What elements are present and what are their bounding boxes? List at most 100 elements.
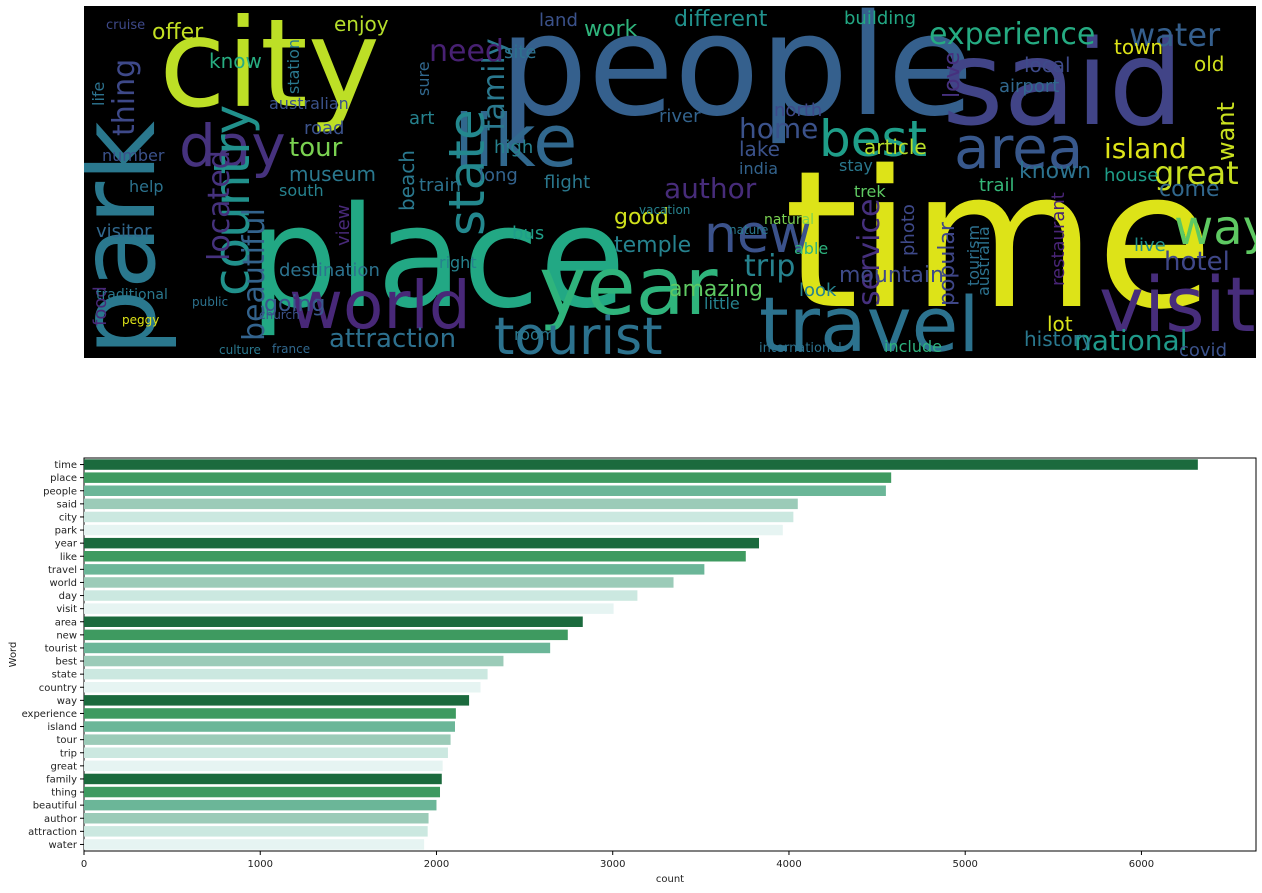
cloud-word-train: train (419, 175, 461, 196)
cloud-word-different: different (674, 7, 768, 32)
y-tick-label-like: like (60, 552, 77, 563)
cloud-word-number: number (102, 146, 165, 165)
cloud-word-trek: trek (854, 182, 886, 201)
cloud-word-way: way (1174, 200, 1256, 256)
cloud-word-visit: visit (1099, 260, 1256, 349)
y-tick-label-tour: tour (57, 735, 78, 746)
y-tick-label-travel: travel (48, 565, 77, 576)
cloud-word-article: article (864, 135, 927, 159)
y-tick-label-area: area (55, 617, 77, 628)
x-tick-label: 3000 (600, 859, 625, 870)
bar-beautiful (84, 799, 437, 811)
cloud-word-airport: airport (999, 76, 1059, 97)
x-tick-label: 0 (81, 859, 87, 870)
cloud-word-able: able (794, 239, 828, 258)
cloud-word-national: national (1074, 324, 1187, 357)
cloud-word-know: know (209, 49, 262, 73)
bar-best (84, 655, 504, 667)
y-tick-label-day: day (59, 591, 77, 602)
bar-place (84, 472, 892, 483)
cloud-word-author: author (664, 172, 757, 205)
cloud-word-place: place (249, 177, 626, 340)
bar-travel (84, 564, 705, 575)
bar-experience (84, 708, 456, 719)
y-tick-label-way: way (57, 696, 77, 707)
cloud-word-lot: lot (1047, 312, 1073, 336)
bar-area (84, 616, 583, 627)
cloud-word-international: international (759, 341, 842, 356)
y-tick-label-said: said (57, 499, 77, 510)
cloud-word-want: want (1212, 102, 1240, 161)
cloud-word-hotel: hotel (1164, 247, 1230, 277)
y-tick-label-people: people (43, 486, 77, 497)
x-tick-label: 1000 (248, 859, 273, 870)
cloud-word-south: south (279, 181, 324, 200)
cloud-word-like: like (454, 99, 577, 183)
y-tick-label-city: city (59, 512, 77, 523)
bar-said (84, 498, 798, 510)
cloud-word-people: people (499, 6, 974, 148)
plot-frame (83, 457, 1257, 852)
cloud-word-natural: natural (764, 212, 814, 228)
cloud-word-north: north (774, 100, 822, 121)
cloud-word-local: local (1024, 53, 1071, 77)
cloud-word-site: site (504, 42, 537, 63)
bar-country (84, 682, 481, 693)
y-tick-label-island: island (47, 722, 77, 733)
cloud-word-look: look (799, 280, 837, 301)
cloud-word-water: water (1129, 16, 1221, 54)
cloud-word-flight: flight (544, 172, 590, 193)
cloud-word-experience: experience (929, 17, 1095, 52)
cloud-word-good: good (614, 205, 669, 230)
cloud-word-history: history (1024, 327, 1093, 351)
bar-time (84, 459, 1198, 470)
cloud-word-island: island (1104, 132, 1187, 165)
cloud-word-food: food (90, 286, 111, 326)
cloud-word-great: great (1154, 154, 1239, 192)
cloud-word-mountain: mountain (839, 263, 944, 288)
cloud-word-destination: destination (279, 260, 380, 281)
y-tick-label-time: time (54, 460, 77, 471)
y-axis-label: Word (8, 642, 19, 668)
bar-like (84, 551, 746, 562)
cloud-word-area: area (954, 114, 1083, 182)
cloud-word-service: service (852, 199, 887, 306)
cloud-word-sure: sure (414, 61, 433, 96)
cloud-word-amazing: amazing (669, 277, 763, 302)
cloud-word-home: home (739, 112, 818, 145)
cloud-word-nature: nature (729, 223, 768, 237)
bar-world (84, 577, 674, 588)
cloud-word-church: church (259, 308, 300, 322)
cloud-word-tour: tour (289, 133, 343, 163)
cloud-word-view: view (333, 205, 354, 246)
cloud-word-life: life (89, 82, 108, 106)
cloud-word-come: come (1159, 177, 1220, 202)
cloud-word-known: known (1019, 159, 1091, 184)
cloud-word-enjoy: enjoy (334, 12, 389, 36)
bar-trip (84, 747, 448, 758)
x-axis-label: count (656, 874, 684, 885)
cloud-word-park: park (84, 121, 179, 356)
cloud-word-restaurant: restaurant (1048, 192, 1069, 286)
cloud-word-river: river (659, 106, 701, 127)
y-tick-label-thing: thing (51, 788, 77, 799)
cloud-word-vacation: vacation (639, 203, 690, 217)
cloud-word-covid: covid (1179, 340, 1227, 358)
y-tick-label-visit: visit (56, 604, 77, 615)
cloud-word-culture: culture (219, 343, 261, 357)
cloud-word-beach: beach (395, 150, 419, 211)
cloud-word-public: public (192, 295, 228, 309)
cloud-word-trail: trail (979, 175, 1015, 196)
cloud-word-trip: trip (744, 249, 795, 284)
cloud-word-offer: offer (152, 20, 204, 45)
cloud-word-art: art (409, 108, 435, 129)
y-tick-label-country: country (39, 683, 77, 694)
cloud-word-said: said (942, 14, 1183, 152)
word-cloud: time place people said city park year like trave… (84, 6, 1256, 358)
cloud-word-visitor: visitor (96, 221, 152, 242)
cloud-word-long: long (479, 165, 518, 186)
bar-author (84, 813, 429, 824)
cloud-word-located: located (202, 150, 237, 261)
cloud-word-thing: thing (107, 59, 142, 136)
cloud-word-right: right (439, 253, 477, 272)
